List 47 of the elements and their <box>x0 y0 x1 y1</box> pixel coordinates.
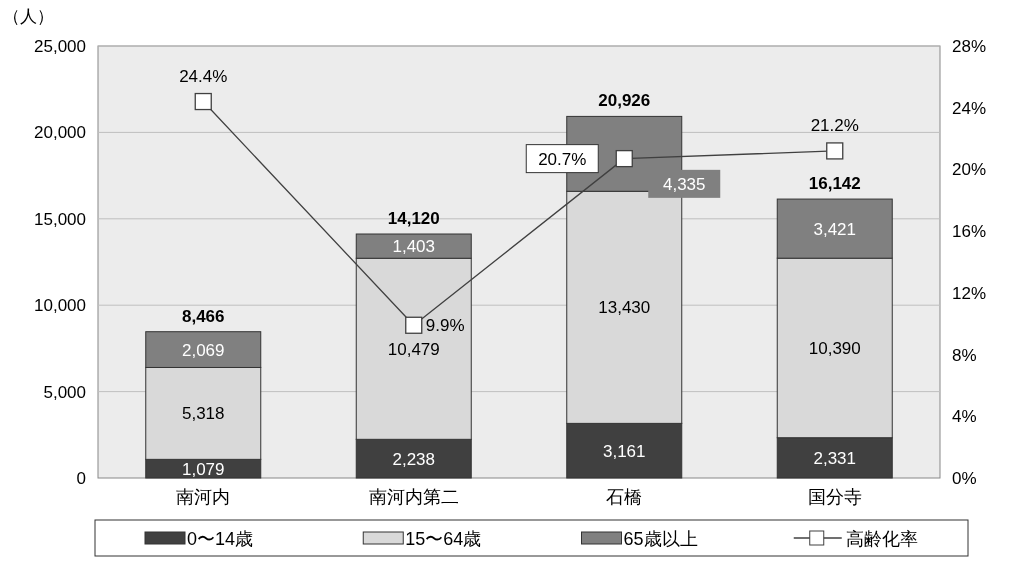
y-tick-label: 25,000 <box>34 37 86 56</box>
point <box>194 92 212 111</box>
data-label: 4,335 <box>662 174 706 194</box>
data-label: 24.4% <box>179 66 228 86</box>
data-label: 1,079 <box>181 459 225 479</box>
data-label: 21.2% <box>810 115 859 135</box>
y2-tick-label: 8% <box>952 345 977 365</box>
legend-label: 0〜14歳 <box>187 529 254 549</box>
y2-tick-label: 16% <box>952 222 987 242</box>
data-label: 5,318 <box>181 404 225 424</box>
data-label: 2,069 <box>181 340 225 360</box>
point <box>615 149 633 168</box>
x-tick-label: 南河内第二 <box>368 487 459 507</box>
legend-label: 15〜64歳 <box>405 529 482 549</box>
data-label: 2,331 <box>813 448 857 468</box>
data-label: 2,238 <box>392 449 436 469</box>
y-axis-title: （人） <box>2 7 54 26</box>
x-tick-label: 国分寺 <box>807 487 862 507</box>
data-label: 3,161 <box>602 441 646 461</box>
total-label: 20,926 <box>598 91 651 111</box>
data-label: 10,479 <box>387 339 440 359</box>
point <box>826 142 844 160</box>
y-tick-label: 20,000 <box>34 123 86 143</box>
y2-tick-label: 24% <box>952 98 987 118</box>
y2-tick-label: 20% <box>952 160 987 180</box>
y-tick-label: 15,000 <box>34 209 86 229</box>
total-label: 8,466 <box>181 306 225 326</box>
y-tick-label: 0 <box>76 469 86 488</box>
x-tick-label: 石橋 <box>606 487 643 507</box>
legend-label: 65歳以上 <box>623 529 698 549</box>
data-label: 3,421 <box>813 219 857 239</box>
legend-label: 高齢化率 <box>845 529 918 549</box>
data-label: 10,390 <box>808 338 861 358</box>
y2-tick-label: 28% <box>952 37 987 56</box>
y2-tick-label: 12% <box>952 283 987 303</box>
point <box>405 316 423 334</box>
data-label: 1,403 <box>392 237 436 257</box>
y2-tick-label: 4% <box>952 407 977 427</box>
y-tick-label: 5,000 <box>43 382 86 402</box>
total-label: 16,142 <box>808 174 861 194</box>
y-tick-label: 10,000 <box>34 296 86 316</box>
data-label: 9.9% <box>425 316 465 336</box>
x-tick-label: 南河内 <box>176 487 231 507</box>
data-label: 13,430 <box>598 298 651 318</box>
total-label: 14,120 <box>387 209 440 229</box>
y2-tick-label: 0% <box>952 469 977 488</box>
data-label: 20.7% <box>538 149 587 169</box>
